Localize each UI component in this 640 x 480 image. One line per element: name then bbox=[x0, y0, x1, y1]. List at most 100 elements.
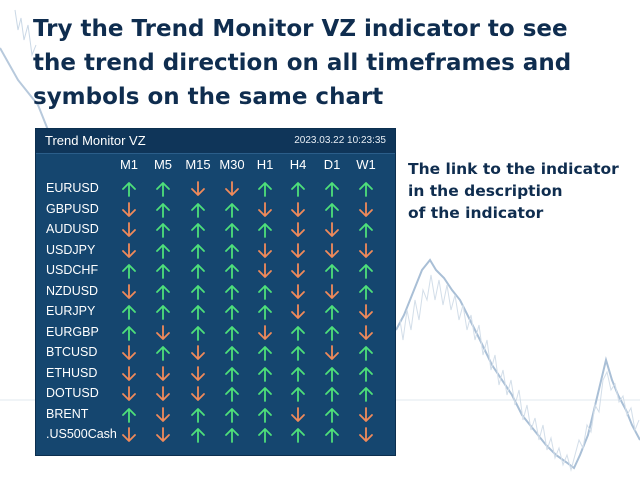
arrow-up-icon bbox=[291, 366, 305, 382]
arrow-down-icon bbox=[359, 427, 373, 442]
symbol-row[interactable]: EURUSD bbox=[36, 180, 397, 200]
arrow-down-icon bbox=[122, 427, 136, 442]
arrow-up-icon bbox=[258, 387, 272, 402]
arrow-down-icon bbox=[122, 345, 136, 360]
arrow-up-icon bbox=[258, 284, 272, 300]
symbol-label: NZDUSD bbox=[46, 283, 99, 298]
panel-title: Trend Monitor VZ bbox=[45, 133, 146, 148]
arrow-up-icon bbox=[325, 325, 339, 341]
arrow-up-icon bbox=[122, 182, 136, 197]
trend-monitor-panel[interactable]: Trend Monitor VZ 2023.03.22 10:23:35 M1 M… bbox=[35, 128, 396, 456]
symbol-label: ETHUSD bbox=[46, 365, 98, 380]
arrow-down-icon bbox=[325, 283, 339, 299]
arrow-down-icon bbox=[291, 406, 305, 422]
arrow-up-icon bbox=[122, 264, 136, 279]
arrow-up-icon bbox=[191, 325, 205, 341]
headline-line-2: the trend direction on all timeframes an… bbox=[33, 50, 572, 76]
arrow-up-icon bbox=[156, 202, 170, 218]
arrow-up-icon bbox=[225, 243, 239, 259]
arrow-up-icon bbox=[156, 305, 170, 320]
arrow-down-icon bbox=[191, 345, 205, 360]
arrow-up-icon bbox=[325, 202, 339, 218]
arrow-down-icon bbox=[156, 365, 170, 381]
arrow-up-icon bbox=[191, 243, 205, 259]
arrow-up-icon bbox=[191, 264, 205, 279]
symbol-label: USDJPY bbox=[46, 242, 96, 257]
arrow-down-icon bbox=[291, 304, 305, 319]
arrow-up-icon bbox=[258, 366, 272, 382]
timeframe-w1: W1 bbox=[356, 157, 376, 172]
timeframe-m15: M15 bbox=[185, 157, 211, 172]
arrow-down-icon bbox=[291, 283, 305, 299]
arrow-up-icon bbox=[291, 182, 305, 197]
timeframe-h1: H1 bbox=[256, 157, 274, 172]
symbol-row[interactable]: AUDUSD bbox=[36, 221, 397, 241]
symbol-row[interactable]: ETHUSD bbox=[36, 365, 397, 385]
arrow-down-icon bbox=[359, 324, 373, 340]
arrow-up-icon bbox=[156, 346, 170, 361]
arrow-down-icon bbox=[258, 201, 272, 217]
arrow-up-icon bbox=[291, 325, 305, 341]
panel-datetime: 2023.03.22 10:23:35 bbox=[294, 135, 386, 146]
arrow-down-icon bbox=[258, 263, 272, 278]
symbol-label: EURGBP bbox=[46, 324, 99, 339]
symbol-row[interactable]: USDCHF bbox=[36, 262, 397, 282]
arrow-down-icon bbox=[156, 406, 170, 422]
symbol-row[interactable]: NZDUSD bbox=[36, 283, 397, 303]
arrow-up-icon bbox=[191, 202, 205, 218]
symbol-row[interactable]: BTCUSD bbox=[36, 344, 397, 364]
arrow-up-icon bbox=[258, 182, 272, 197]
arrow-up-icon bbox=[225, 366, 239, 382]
arrow-up-icon bbox=[191, 407, 205, 423]
symbol-row[interactable]: EURGBP bbox=[36, 324, 397, 344]
arrow-up-icon bbox=[359, 387, 373, 402]
arrow-down-icon bbox=[122, 242, 136, 258]
arrow-up-icon bbox=[156, 223, 170, 238]
symbol-label: EURUSD bbox=[46, 181, 99, 195]
arrow-up-icon bbox=[258, 346, 272, 361]
arrow-up-icon bbox=[359, 346, 373, 361]
arrow-down-icon bbox=[291, 242, 305, 258]
arrow-up-icon bbox=[258, 428, 272, 443]
symbol-row[interactable]: GBPUSD bbox=[36, 201, 397, 221]
side-note-line-2: in the description bbox=[408, 182, 563, 200]
arrow-down-icon bbox=[156, 324, 170, 340]
arrow-down-icon bbox=[122, 386, 136, 401]
arrow-up-icon bbox=[225, 346, 239, 361]
arrow-up-icon bbox=[156, 243, 170, 259]
symbol-row[interactable]: .US500Cash bbox=[36, 426, 397, 446]
symbol-row[interactable]: BRENT bbox=[36, 406, 397, 426]
arrow-up-icon bbox=[291, 387, 305, 402]
arrow-up-icon bbox=[122, 305, 136, 320]
side-note-line-3: of the indicator bbox=[408, 204, 544, 222]
arrow-down-icon bbox=[122, 201, 136, 217]
arrow-up-icon bbox=[191, 428, 205, 443]
arrow-up-icon bbox=[122, 325, 136, 341]
arrow-down-icon bbox=[291, 263, 305, 278]
arrow-down-icon bbox=[122, 365, 136, 381]
arrow-down-icon bbox=[359, 242, 373, 258]
arrow-up-icon bbox=[325, 264, 339, 279]
arrow-up-icon bbox=[225, 428, 239, 443]
symbol-label: EURJPY bbox=[46, 304, 96, 318]
arrow-up-icon bbox=[325, 387, 339, 402]
timeframe-h4: H4 bbox=[289, 157, 307, 172]
headline: Try the Trend Monitor VZ indicator to se… bbox=[33, 12, 633, 114]
arrow-up-icon bbox=[359, 182, 373, 197]
arrow-up-icon bbox=[325, 305, 339, 320]
arrow-down-icon bbox=[122, 222, 136, 237]
symbol-row[interactable]: DOTUSD bbox=[36, 385, 397, 405]
headline-line-1: Try the Trend Monitor VZ indicator to se… bbox=[33, 16, 568, 42]
headline-line-3: symbols on the same chart bbox=[33, 84, 384, 110]
arrow-down-icon bbox=[359, 201, 373, 217]
price-line-noise bbox=[399, 274, 640, 472]
arrow-up-icon bbox=[225, 284, 239, 300]
symbol-row[interactable]: EURJPY bbox=[36, 303, 397, 323]
symbol-row[interactable]: USDJPY bbox=[36, 242, 397, 262]
arrow-up-icon bbox=[225, 305, 239, 320]
price-line-detail bbox=[14, 9, 37, 57]
timeframe-header: M1 M5 M15 M30 H1 H4 D1 W1 bbox=[36, 157, 397, 175]
arrow-up-icon bbox=[359, 264, 373, 279]
symbol-label: BRENT bbox=[46, 406, 89, 421]
panel-header[interactable]: Trend Monitor VZ 2023.03.22 10:23:35 bbox=[36, 129, 395, 154]
